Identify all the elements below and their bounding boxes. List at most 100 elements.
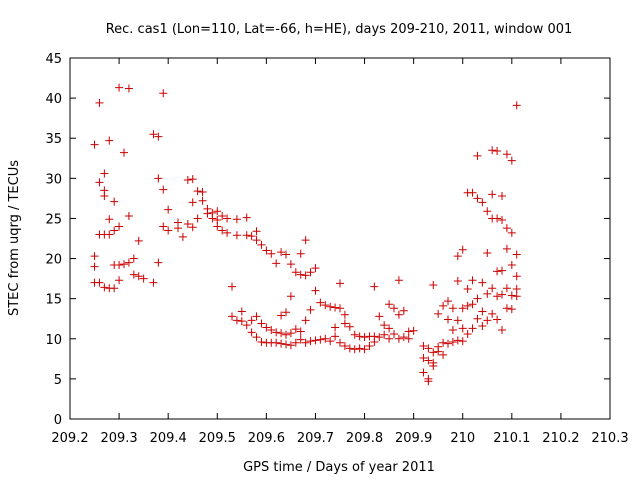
data-point-marker [252, 333, 261, 342]
data-point-marker [321, 301, 330, 310]
data-point-marker [390, 304, 398, 313]
data-point-marker [272, 259, 281, 268]
data-point-marker [340, 341, 349, 350]
data-point-marker [213, 222, 222, 231]
data-point-marker [159, 185, 168, 194]
data-point-marker [115, 276, 124, 285]
data-point-marker [277, 339, 286, 348]
data-point-marker [507, 305, 516, 314]
y-axis: 0 5 10 15 20 25 30 35 40 45 [45, 52, 610, 428]
data-point-marker [498, 266, 506, 275]
x-axis: 209.2 209.3 209.4 209.5 209.6 209.7 209.8 209.9… [51, 58, 629, 446]
data-point-marker [439, 350, 448, 359]
data-point-marker [193, 187, 202, 196]
data-point-marker [257, 319, 266, 328]
data-point-marker [252, 227, 261, 236]
x-tick-label: 209.6 [248, 431, 285, 446]
data-point-marker [296, 335, 305, 344]
data-point-marker [286, 329, 295, 338]
data-point-marker [296, 249, 305, 258]
data-point-marker [336, 304, 344, 313]
data-point-marker [105, 230, 114, 239]
data-point-marker [178, 232, 187, 241]
data-point-marker [174, 224, 182, 233]
y-tick-label: 10 [45, 333, 62, 348]
data-point-marker [394, 276, 403, 285]
data-point-marker [365, 341, 374, 350]
x-tick-label: 210.3 [591, 431, 628, 446]
data-point-marker [419, 354, 428, 363]
data-point-marker [512, 250, 521, 259]
data-point-marker [434, 309, 443, 318]
data-point-marker [385, 334, 394, 343]
data-point-marker [468, 324, 477, 333]
data-point-marker [272, 328, 281, 337]
data-point-marker [311, 286, 320, 295]
data-point-marker [380, 330, 389, 339]
data-point-marker [100, 283, 109, 292]
data-point-marker [252, 312, 261, 321]
y-tick-label: 5 [54, 373, 62, 388]
data-point-marker [370, 337, 379, 346]
data-point-marker [483, 316, 492, 325]
chart-title: Rec. cas1 (Lon=110, Lat=-66, h=HE), days… [106, 22, 573, 37]
data-point-marker [488, 190, 497, 199]
data-point-marker [311, 264, 320, 273]
data-point-marker [90, 140, 99, 149]
x-tick-label: 209.9 [395, 431, 432, 446]
y-tick-label: 35 [45, 132, 62, 147]
data-point-marker [478, 278, 487, 287]
data-point-marker [326, 302, 335, 311]
data-point-marker [149, 278, 158, 287]
data-point-marker [203, 209, 212, 218]
data-point-marker [277, 248, 286, 257]
data-point-marker [370, 282, 379, 291]
data-point-marker [183, 175, 192, 184]
data-point-marker [473, 151, 482, 160]
data-point-marker [331, 332, 340, 341]
data-point-marker [512, 292, 521, 301]
data-point-marker [247, 316, 256, 325]
data-point-marker [444, 339, 452, 348]
data-point-marker [360, 333, 369, 342]
data-point-marker [350, 345, 359, 354]
data-point-marker [257, 240, 266, 249]
data-point-marker [439, 301, 448, 310]
data-point-marker [488, 309, 497, 318]
data-point-marker [120, 260, 128, 269]
data-point-marker [100, 191, 109, 200]
data-point-marker [159, 222, 168, 231]
data-point-marker [242, 321, 251, 330]
data-point-marker [311, 336, 320, 345]
data-point-marker [301, 338, 310, 347]
data-point-marker [439, 338, 448, 347]
data-point-marker [448, 337, 457, 346]
data-point-marker [507, 156, 516, 165]
data-point-marker [301, 236, 310, 245]
data-point-marker [385, 324, 394, 333]
x-tick-label: 209.8 [346, 431, 383, 446]
data-point-marker [252, 236, 261, 245]
data-point-marker [458, 337, 467, 346]
data-point-marker [498, 216, 506, 225]
plot-border [69, 57, 611, 420]
data-point-marker [188, 175, 197, 184]
data-point-marker [193, 214, 202, 223]
data-point-marker [478, 198, 487, 207]
data-point-marker [468, 300, 477, 309]
data-point-marker [478, 321, 487, 330]
data-point-marker [493, 292, 502, 301]
data-point-marker [115, 222, 124, 231]
data-point-marker [223, 214, 232, 223]
data-point-marker [419, 341, 428, 350]
data-point-marker [429, 348, 438, 357]
data-point-marker [213, 207, 222, 216]
data-point-marker [95, 98, 104, 107]
data-point-marker [340, 310, 349, 319]
data-point-marker [483, 289, 492, 298]
data-point-marker [493, 267, 502, 276]
data-point-marker [115, 260, 124, 269]
data-point-marker [134, 236, 143, 245]
data-point-marker [120, 148, 128, 157]
